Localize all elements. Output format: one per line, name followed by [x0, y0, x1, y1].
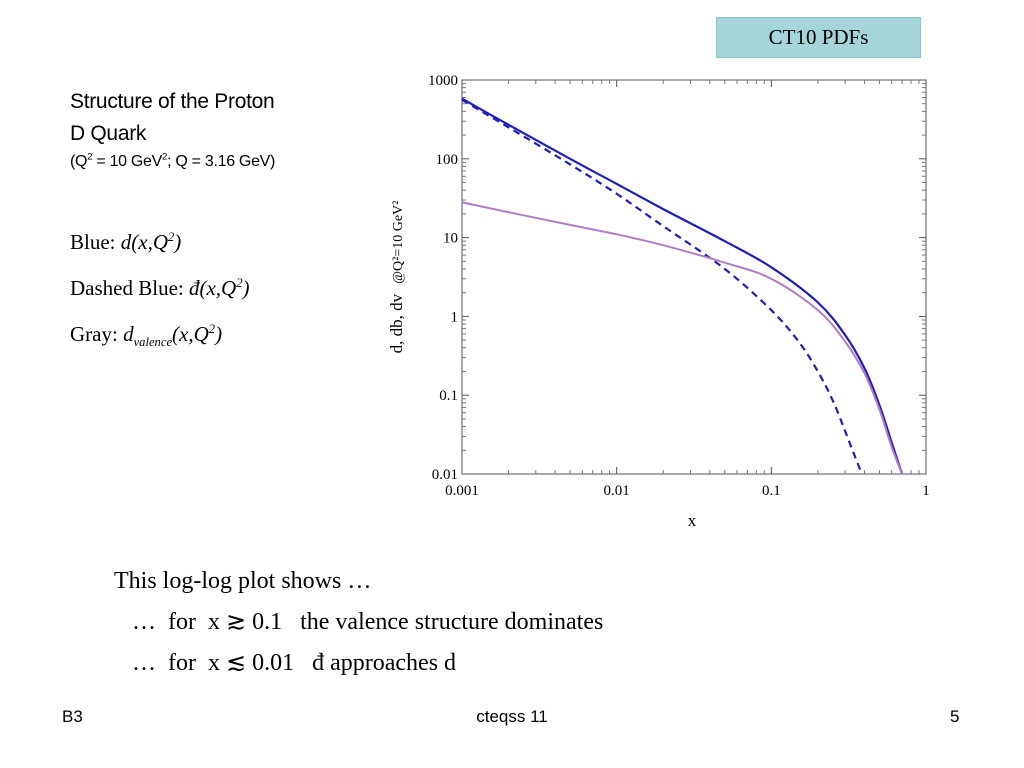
y-tick-label: 10 [443, 231, 458, 247]
d-bar-dashed-curve [461, 98, 863, 475]
d-valence-curve [461, 201, 903, 475]
x-tick-label: 1 [922, 483, 930, 499]
y-tick-label: 100 [436, 152, 459, 168]
d-total-curve [461, 97, 904, 475]
legend-blue: Blue: d(x,Q2) [70, 230, 182, 254]
footer-left: B3 [62, 707, 83, 726]
slide-heading: Structure of the Proton D Quark (Q2 = 10… [70, 86, 275, 174]
heading-subtitle: D Quark [70, 122, 147, 145]
y-tick-label: 0.1 [439, 388, 458, 404]
explanation-notes: This log-log plot shows … … for x ≳ 0.1 … [114, 564, 603, 687]
notes-valence: … for x ≳ 0.1 the valence structure domi… [132, 609, 604, 635]
curves [461, 97, 904, 475]
y-axis-label: d, db, dv@Q²=10 GeV² [387, 201, 406, 354]
x-tick-label: 0.001 [445, 483, 479, 499]
x-axis-label: x [688, 511, 697, 530]
footer-page-number: 5 [950, 707, 960, 726]
heading-title: Structure of the Proton [70, 90, 275, 113]
x-tick-label: 0.1 [762, 483, 781, 499]
plot-frame [461, 79, 927, 475]
curve-legend: Blue: d(x,Q2) Dashed Blue: đ(x,Q2) Gray:… [70, 228, 250, 366]
footer-center: cteqss 11 [476, 707, 548, 726]
x-tick-label: 0.01 [604, 483, 630, 499]
legend-gray: Gray: dvalence(x,Q2) [70, 322, 223, 350]
y-tick-label: 1 [451, 309, 459, 325]
notes-dbar: … for x ≲ 0.01 đ approaches d [132, 650, 457, 676]
y-tick-label: 1000 [428, 73, 458, 89]
legend-dashed-blue: Dashed Blue: đ(x,Q2) [70, 276, 250, 300]
ct10-pdfs-badge: CT10 PDFs [716, 17, 921, 58]
notes-intro: This log-log plot shows … [114, 568, 372, 594]
y-tick-label: 0.01 [432, 467, 458, 483]
heading-scale: (Q2 = 10 GeV2; Q = 3.16 GeV) [70, 151, 276, 170]
